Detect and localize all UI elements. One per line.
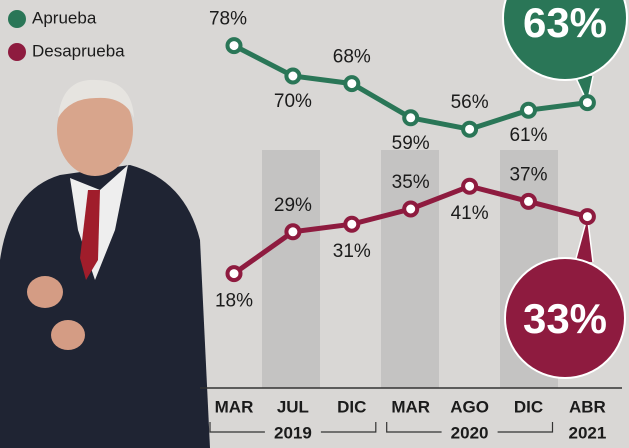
x-tick-label: MAR: [391, 397, 430, 416]
data-label: 78%: [209, 9, 247, 30]
point: [225, 265, 243, 283]
data-label: 29%: [274, 195, 312, 216]
legend-label: Desaprueba: [32, 41, 125, 60]
data-label: 41%: [451, 203, 489, 224]
x-tick-label: DIC: [514, 397, 543, 416]
value-bubble: [502, 0, 628, 81]
point: [520, 192, 537, 210]
data-label: 59%: [392, 133, 430, 154]
point: [343, 75, 361, 93]
point: [578, 208, 596, 226]
point: [225, 37, 243, 55]
point: [402, 200, 420, 218]
year-label: 2020: [451, 423, 489, 442]
x-tick-label: MAR: [215, 397, 254, 416]
value-bubble: [504, 257, 626, 379]
data-label: 18%: [215, 291, 253, 312]
point: [461, 120, 479, 138]
data-label: 68%: [333, 47, 371, 68]
year-label-bg: [264, 422, 321, 444]
data-label: 35%: [392, 172, 430, 193]
legend-label: Aprueba: [32, 8, 97, 27]
bubble-label: 33%: [523, 295, 607, 342]
legend: Aprueba Desaprueba: [8, 8, 125, 61]
x-tick-label: ABR: [569, 397, 606, 416]
point: [461, 177, 479, 195]
x-tick-label: DIC: [337, 397, 366, 416]
bubble-label: 63%: [523, 0, 607, 46]
person-photo: [0, 79, 210, 448]
data-label: 37%: [509, 164, 547, 185]
x-tick-label: AGO: [450, 397, 489, 416]
point: [578, 94, 596, 112]
year-label: 2019: [274, 423, 312, 442]
point: [284, 67, 302, 85]
point: [402, 109, 420, 127]
data-label: 70%: [274, 91, 312, 112]
point: [284, 223, 302, 241]
point: [520, 101, 537, 119]
data-label: 61%: [509, 125, 547, 146]
data-label: 31%: [333, 241, 371, 262]
year-label-bg: [441, 422, 498, 444]
point: [343, 215, 361, 233]
year-label: 2021: [568, 423, 606, 442]
data-label: 56%: [451, 92, 489, 113]
x-tick-label: JUL: [277, 397, 309, 416]
legend-marker: [8, 43, 26, 61]
legend-marker: [8, 10, 26, 28]
year-label-bg: [559, 422, 616, 444]
